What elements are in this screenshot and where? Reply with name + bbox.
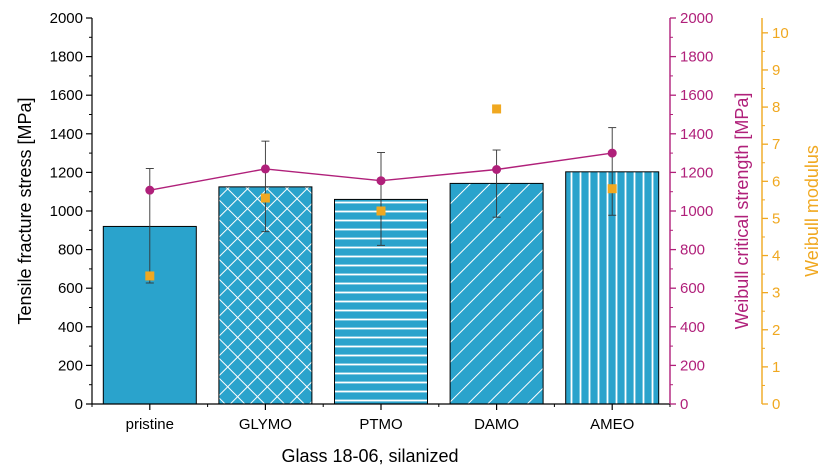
weibull-modulus-point (492, 104, 502, 114)
right-axis-2-tick-label: 2 (772, 322, 780, 339)
y-tick-label: 1600 (50, 87, 83, 104)
right-axis-1-tick-label: 1800 (680, 49, 713, 66)
right-axis-2-tick-label: 0 (772, 396, 780, 413)
weibull-modulus-point (260, 193, 270, 203)
right-axis-1-tick-label: 400 (680, 319, 705, 336)
right-axis-1-tick-label: 1200 (680, 164, 713, 181)
right-axis-2-label: Weibull modulus (802, 145, 818, 277)
right-axis-2-tick-label: 7 (772, 136, 780, 153)
y-tick-label: 400 (58, 319, 83, 336)
right-axis-1-tick-label: 800 (680, 242, 705, 259)
x-tick-label: GLYMO (239, 416, 292, 433)
right-axis-1-tick-label: 1600 (680, 87, 713, 104)
y-tick-label: 1200 (50, 164, 83, 181)
weibull-strength-point (492, 165, 502, 175)
right-axis-2-tick-label: 10 (772, 25, 789, 42)
right-axis-1-label: Weibull critical strength [MPa] (732, 93, 752, 330)
y-tick-label: 1800 (50, 49, 83, 66)
weibull-strength-point (145, 185, 155, 195)
x-tick-label: DAMO (474, 416, 519, 433)
y-tick-label: 600 (58, 280, 83, 297)
right-axis-2-tick-label: 9 (772, 62, 780, 79)
y-tick-label: 800 (58, 242, 83, 259)
right-axis-1-tick-label: 0 (680, 396, 688, 413)
x-tick-label: AMEO (590, 416, 634, 433)
weibull-modulus-point (145, 271, 155, 281)
y-axis-label: Tensile fracture stress [MPa] (15, 97, 35, 324)
bar-damo (449, 182, 544, 405)
weibull-strength-point (607, 148, 617, 158)
right-axis-1-tick-label: 600 (680, 280, 705, 297)
right-axis-2-tick-label: 5 (772, 210, 780, 227)
y-tick-label: 0 (75, 396, 83, 413)
x-tick-label: pristine (126, 416, 174, 433)
right-axis-2-tick-label: 4 (772, 248, 780, 265)
right-axis-2-tick-label: 8 (772, 99, 780, 116)
right-axis-2-tick-label: 3 (772, 285, 780, 302)
weibull-modulus-point (607, 184, 617, 194)
right-axis-2-tick-label: 6 (772, 173, 780, 190)
weibull-strength-point (260, 164, 270, 174)
right-axis-2-tick-label: 1 (772, 359, 780, 376)
y-tick-label: 1000 (50, 203, 83, 220)
x-axis-label: Glass 18-06, silanized (281, 446, 458, 466)
x-tick-label: PTMO (359, 416, 402, 433)
right-axis-1-tick-label: 2000 (680, 10, 713, 27)
right-axis-1-tick-label: 1000 (680, 203, 713, 220)
right-axis-1-tick-label: 1400 (680, 126, 713, 143)
y-tick-label: 2000 (50, 10, 83, 27)
right-axis-1-tick-label: 200 (680, 357, 705, 374)
y-tick-label: 1400 (50, 126, 83, 143)
weibull-strength-point (376, 176, 386, 186)
y-tick-label: 200 (58, 357, 83, 374)
weibull-modulus-point (376, 206, 386, 216)
